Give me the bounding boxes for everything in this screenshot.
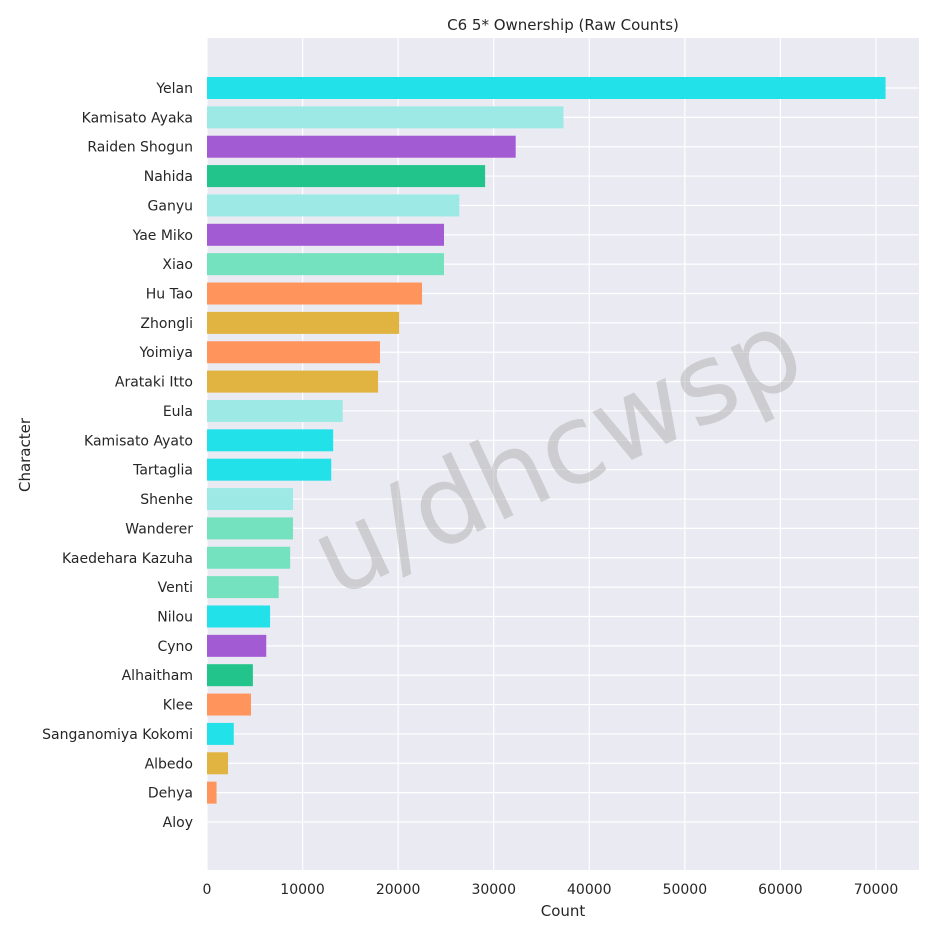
bar	[207, 546, 291, 569]
x-tick-labels: 0 10000 20000 30000 40000 50000 60000 70000	[203, 882, 899, 898]
bar	[207, 370, 379, 393]
y-tick-label: Kamisato Ayato	[84, 433, 193, 449]
y-tick-label: Aloy	[163, 815, 193, 831]
y-tick-label: Raiden Shogun	[87, 140, 193, 156]
y-tick-label: Xiao	[162, 257, 193, 273]
x-tick-label: 70000	[854, 882, 899, 898]
bar	[207, 106, 564, 129]
y-tick-label: Albedo	[145, 756, 193, 772]
bar	[207, 693, 251, 716]
bar	[207, 429, 334, 452]
bar	[207, 664, 253, 687]
y-tick-label: Ganyu	[148, 198, 193, 214]
bar	[207, 77, 886, 99]
bar	[207, 517, 294, 540]
bar	[207, 722, 234, 745]
bar	[207, 399, 343, 422]
y-tick-label: Shenhe	[140, 492, 193, 508]
x-tick-label: 10000	[280, 882, 325, 898]
bar	[207, 752, 229, 775]
y-tick-label: Sanganomiya Kokomi	[42, 727, 193, 743]
bar	[207, 311, 400, 334]
y-tick-label: Cyno	[158, 639, 194, 655]
y-tick-label: Zhongli	[140, 316, 193, 332]
y-axis-label: Character	[16, 417, 34, 492]
y-tick-label: Hu Tao	[146, 287, 193, 303]
x-tick-label: 60000	[758, 882, 803, 898]
bar	[207, 223, 445, 246]
x-axis-label: Count	[541, 902, 586, 920]
bar	[207, 781, 217, 804]
y-tick-label: Nahida	[144, 169, 193, 185]
y-tick-label: Tartaglia	[132, 463, 193, 479]
bar	[207, 135, 516, 158]
chart-title: C6 5* Ownership (Raw Counts)	[447, 16, 679, 34]
x-tick-label: 50000	[663, 882, 708, 898]
bar	[207, 605, 271, 628]
bar	[207, 634, 267, 657]
y-tick-label: Yae Miko	[132, 228, 193, 244]
bar	[207, 458, 332, 481]
y-tick-label: Eula	[163, 404, 193, 420]
y-tick-label: Venti	[158, 580, 193, 596]
y-tick-label: Arataki Itto	[115, 375, 193, 391]
x-tick-label: 40000	[567, 882, 612, 898]
y-tick-label: Dehya	[148, 786, 193, 802]
bar	[207, 253, 445, 276]
bar	[207, 282, 423, 305]
y-tick-label: Kamisato Ayaka	[82, 110, 193, 126]
y-tick-label: Wanderer	[125, 521, 193, 537]
y-tick-labels: Yelan Kamisato Ayaka Raiden Shogun Nahida Ga…	[42, 81, 193, 831]
x-tick-label: 20000	[376, 882, 421, 898]
bar	[207, 194, 460, 217]
y-tick-label: Klee	[163, 698, 193, 714]
y-tick-label: Kaedehara Kazuha	[62, 551, 193, 567]
bars	[207, 77, 886, 804]
bar	[207, 488, 294, 511]
bar	[207, 165, 486, 188]
x-tick-label: 0	[203, 882, 212, 898]
bar	[207, 576, 279, 599]
x-tick-label: 30000	[471, 882, 516, 898]
bar	[207, 341, 380, 364]
y-tick-label: Alhaitham	[122, 668, 193, 684]
y-tick-label: Yoimiya	[138, 345, 193, 361]
y-tick-label: Nilou	[157, 609, 193, 625]
y-tick-label: Yelan	[155, 81, 193, 97]
